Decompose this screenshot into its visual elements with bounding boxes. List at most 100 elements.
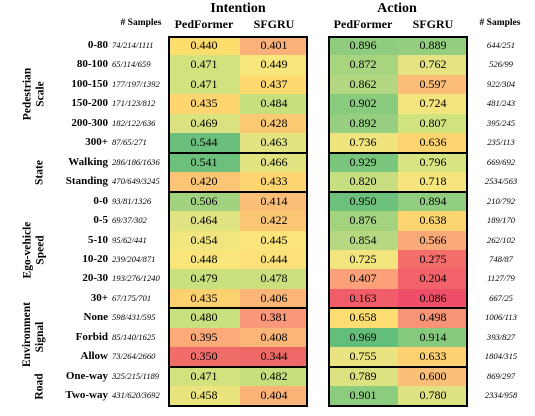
action-sfgru-cell: 0.636 [398, 133, 468, 154]
row-samples-left: 95/62/441 [112, 234, 147, 245]
group-separator [328, 307, 468, 310]
row-samples-left: 182/122/636 [112, 117, 156, 128]
samples-header-left: # Samples [120, 18, 162, 28]
intention-sfgru-cell: 0.482 [240, 366, 308, 387]
action-header: Action [377, 1, 417, 16]
intention-pedformer-header: PedFormer [174, 17, 234, 31]
intention-sfgru-cell: 0.466 [240, 152, 308, 173]
row-samples-left: 171/123/812 [112, 98, 156, 109]
group-separator [168, 307, 308, 310]
row-samples-right: 748/87 [489, 253, 513, 264]
action-pedformer-cell: 0.163 [328, 288, 398, 309]
intention-sfgru-cell: 0.433 [240, 172, 308, 193]
samples-header-right: # Samples [479, 18, 521, 28]
intention-sfgru-cell: 0.437 [240, 74, 308, 95]
results-table: Intention Action # Samples PedFormer SFG… [21, 1, 521, 407]
row-samples-left: 74/214/1111 [112, 40, 154, 50]
group-separator [168, 151, 308, 154]
action-sfgru-cell: 0.780 [398, 386, 468, 407]
action-sfgru-cell: 0.275 [398, 249, 468, 270]
row-label: 300+ [85, 136, 108, 149]
action-sfgru-cell: 0.597 [398, 74, 468, 95]
row-samples-right: 393/827 [486, 331, 516, 342]
action-sfgru-cell: 0.724 [398, 94, 468, 115]
row-samples-right: 644/251 [486, 40, 516, 50]
row-samples-right: 395/245 [486, 117, 516, 128]
group-label-line: Environment [21, 302, 33, 368]
action-sfgru-cell: 0.796 [398, 152, 468, 173]
group-separator [328, 365, 468, 368]
action-pedformer-cell: 0.820 [328, 172, 398, 193]
intention-sfgru-cell: 0.444 [240, 249, 308, 270]
group-label: Pedestrian Scale [21, 36, 47, 153]
intention-pedformer-cell: 0.440 [168, 36, 240, 57]
action-sfgru-cell: 0.762 [398, 55, 468, 76]
intention-pedformer-cell: 0.471 [168, 366, 240, 387]
row-samples-left: 87/65/271 [112, 137, 147, 148]
group-separator [328, 190, 468, 193]
action-pedformer-header: PedFormer [333, 17, 393, 31]
row-label: 5-10 [87, 233, 108, 246]
row-label: 30+ [90, 291, 108, 304]
intention-sfgru-cell: 0.463 [240, 133, 308, 154]
row-label: 200-300 [71, 116, 108, 129]
row-samples-left: 67/175/701 [112, 292, 152, 303]
intention-pedformer-cell: 0.395 [168, 327, 240, 348]
intention-sfgru-cell: 0.478 [240, 269, 308, 290]
group-separator [168, 190, 308, 193]
intention-sfgru-cell: 0.428 [240, 113, 308, 134]
row-samples-right: 669/692 [486, 156, 516, 167]
intention-sfgru-cell: 0.401 [240, 36, 308, 57]
action-sfgru-header: SFGRU [412, 17, 454, 31]
intention-header: Intention [210, 1, 266, 16]
action-pedformer-cell: 0.736 [328, 133, 398, 154]
action-sfgru-cell: 0.086 [398, 288, 468, 309]
row-samples-left: 69/37/302 [112, 215, 147, 226]
intention-sfgru-cell: 0.404 [240, 386, 308, 407]
row-label: 0-5 [93, 214, 108, 227]
action-pedformer-cell: 0.969 [328, 327, 398, 348]
action-pedformer-cell: 0.950 [328, 191, 398, 212]
row-samples-left: 73/264/2660 [112, 351, 156, 362]
intention-pedformer-cell: 0.471 [168, 55, 240, 76]
row-samples-right: 526/99 [489, 59, 513, 70]
row-samples-right: 189/170 [486, 215, 516, 226]
row-samples-left: 93/81/1326 [112, 195, 152, 206]
action-sfgru-cell: 0.204 [398, 269, 468, 290]
row-label: Forbid [75, 330, 108, 343]
intention-pedformer-cell: 0.544 [168, 133, 240, 154]
row-samples-right: 262/102 [486, 234, 516, 245]
group-label: Ego-vehicle Speed [21, 192, 47, 309]
action-pedformer-cell: 0.892 [328, 113, 398, 134]
intention-sfgru-cell: 0.344 [240, 347, 308, 368]
group-label-line: Road [33, 373, 46, 400]
row-label: 20-30 [82, 272, 108, 285]
intention-pedformer-cell: 0.480 [168, 308, 240, 329]
row-samples-right: 481/243 [486, 98, 516, 109]
action-sfgru-cell: 0.889 [398, 36, 468, 57]
row-samples-left: 470/649/3245 [112, 176, 160, 187]
row-label: 0-0 [93, 194, 108, 207]
row-samples-right: 1006/113 [485, 312, 517, 323]
row-samples-right: 210/792 [486, 195, 516, 206]
intention-sfgru-cell: 0.422 [240, 211, 308, 232]
action-sfgru-cell: 0.718 [398, 172, 468, 193]
row-label: One-way [65, 369, 108, 382]
row-samples-right: 922/304 [486, 78, 516, 89]
intention-pedformer-cell: 0.454 [168, 230, 240, 251]
intention-sfgru-cell: 0.408 [240, 327, 308, 348]
row-label: Two-way [65, 389, 108, 402]
intention-pedformer-cell: 0.471 [168, 74, 240, 95]
intention-pedformer-cell: 0.506 [168, 191, 240, 212]
intention-pedformer-cell: 0.435 [168, 288, 240, 309]
row-label: 10-20 [82, 252, 108, 265]
intention-pedformer-cell: 0.435 [168, 94, 240, 115]
row-samples-right: 1127/79 [487, 273, 515, 284]
intention-pedformer-cell: 0.479 [168, 269, 240, 290]
action-sfgru-cell: 0.914 [398, 327, 468, 348]
intention-sfgru-cell: 0.381 [240, 308, 308, 329]
action-sfgru-cell: 0.566 [398, 230, 468, 251]
row-label: 100-150 [71, 77, 108, 90]
intention-pedformer-cell: 0.458 [168, 386, 240, 407]
intention-sfgru-cell: 0.449 [240, 55, 308, 76]
